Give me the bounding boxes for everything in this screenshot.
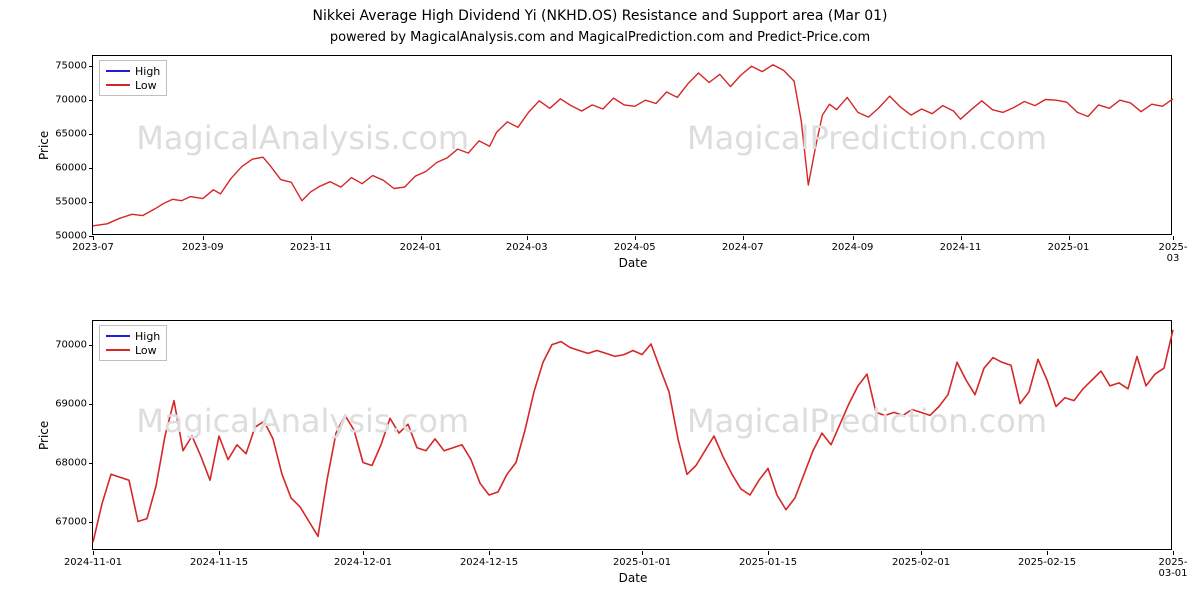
xtick-mark [743,236,744,240]
chart-subtitle: powered by MagicalAnalysis.com and Magic… [0,30,1200,45]
xtick-mark [489,551,490,555]
xtick-label: 2024-01 [400,242,442,253]
legend-label: Low [135,344,157,357]
legend-item: High [106,64,160,78]
xtick-mark [93,236,94,240]
legend-label: High [135,330,160,343]
y-axis-label: Price [37,421,51,450]
xtick-mark [527,236,528,240]
xtick-mark [219,551,220,555]
xtick-label: 2023-09 [182,242,224,253]
ytick-label: 69000 [27,398,87,409]
chart-bottom: MagicalAnalysis.comMagicalPrediction.com… [92,320,1172,550]
xtick-label: 2025-01 [1048,242,1090,253]
xtick-label: 2025-01-15 [739,557,797,568]
legend-swatch [106,335,130,337]
xtick-mark [93,551,94,555]
chart-title: Nikkei Average High Dividend Yi (NKHD.OS… [0,8,1200,24]
xtick-label: 2024-12-15 [460,557,518,568]
legend-item: Low [106,343,160,357]
xtick-label: 2025-01-01 [613,557,671,568]
x-axis-label: Date [93,256,1173,270]
figure: Nikkei Average High Dividend Yi (NKHD.OS… [0,0,1200,600]
ytick-mark [89,345,93,346]
ytick-mark [89,100,93,101]
legend-label: Low [135,79,157,92]
xtick-label: 2023-07 [72,242,114,253]
ytick-mark [89,404,93,405]
xtick-label: 2025-02-15 [1018,557,1076,568]
xtick-label: 2024-11-15 [190,557,248,568]
xtick-label: 2023-11 [290,242,332,253]
x-axis-label: Date [93,571,1173,585]
xtick-mark [421,236,422,240]
xtick-mark [768,551,769,555]
xtick-label: 2024-11-01 [64,557,122,568]
ytick-label: 68000 [27,457,87,468]
legend-label: High [135,65,160,78]
ytick-mark [89,134,93,135]
xtick-label: 2024-09 [832,242,874,253]
ytick-mark [89,522,93,523]
legend-swatch [106,70,130,72]
xtick-mark [311,236,312,240]
xtick-label: 2024-11 [940,242,982,253]
xtick-mark [635,236,636,240]
ytick-label: 60000 [27,163,87,174]
xtick-mark [1173,236,1174,240]
legend: HighLow [99,325,167,361]
series-low [93,65,1173,226]
ytick-mark [89,168,93,169]
xtick-mark [203,236,204,240]
ytick-label: 65000 [27,129,87,140]
plot-area [93,321,1173,551]
xtick-mark [961,236,962,240]
xtick-mark [1047,551,1048,555]
ytick-label: 55000 [27,197,87,208]
xtick-label: 2024-05 [614,242,656,253]
ytick-label: 67000 [27,516,87,527]
xtick-mark [1069,236,1070,240]
xtick-label: 2025-02-01 [892,557,950,568]
y-axis-label: Price [37,131,51,160]
ytick-label: 70000 [27,339,87,350]
legend-item: High [106,329,160,343]
xtick-label: 2024-12-01 [334,557,392,568]
plot-area [93,56,1173,236]
ytick-mark [89,202,93,203]
xtick-label: 2024-03 [506,242,548,253]
ytick-label: 50000 [27,231,87,242]
xtick-mark [853,236,854,240]
xtick-mark [642,551,643,555]
ytick-mark [89,66,93,67]
legend-item: Low [106,78,160,92]
chart-top: MagicalAnalysis.comMagicalPrediction.com… [92,55,1172,235]
xtick-mark [363,551,364,555]
ytick-mark [89,463,93,464]
xtick-mark [921,551,922,555]
legend-swatch [106,84,130,86]
legend-swatch [106,349,130,351]
xtick-label: 2024-07 [722,242,764,253]
legend: HighLow [99,60,167,96]
ytick-label: 70000 [27,95,87,106]
ytick-label: 75000 [27,61,87,72]
xtick-mark [1173,551,1174,555]
series-low [93,330,1173,542]
